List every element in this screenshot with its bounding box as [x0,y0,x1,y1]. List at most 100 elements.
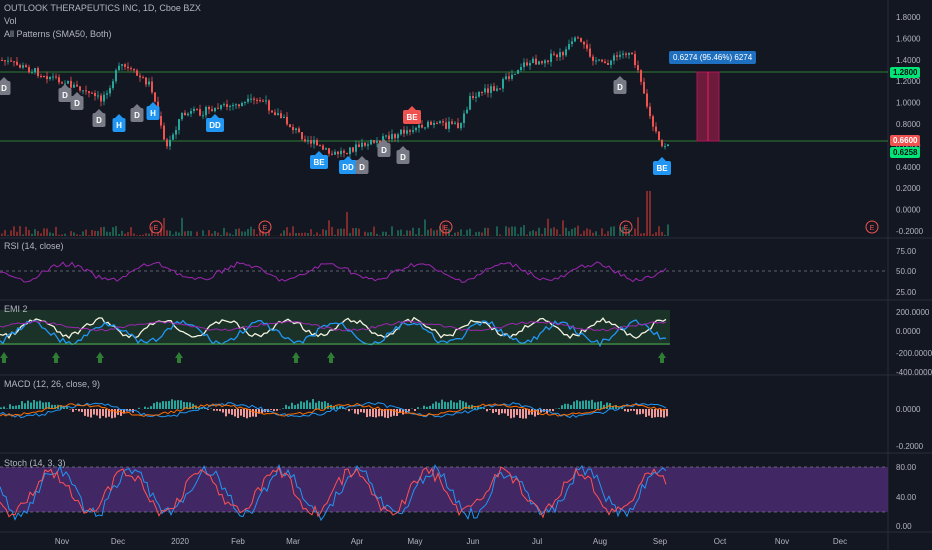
pattern-badge[interactable]: D [396,146,410,164]
macd-label[interactable]: MACD (12, 26, close, 9) [4,379,101,389]
volume-bar [52,233,54,236]
candle-body [466,109,468,114]
volume-bar [364,231,366,236]
volume-bar [301,232,303,236]
pattern-badge[interactable]: D [58,84,72,102]
time-axis[interactable]: Nov Dec 2020 Feb Mar Apr May Jun Jul Aug Sep Oct Nov… [55,537,847,546]
pattern-badge[interactable]: D [0,77,11,95]
stoch-panel[interactable] [0,463,888,522]
volume-bar [505,226,507,236]
volume-bar [163,217,165,236]
candle-body [178,119,180,131]
macd-hist-bar [222,409,224,413]
volume-bar [244,231,246,236]
candle-body [394,134,396,139]
ema-line-b [0,319,666,348]
candle-body [124,64,126,67]
volume-bar [487,227,489,236]
earnings-marker[interactable]: E [439,220,453,234]
macd-hist-bar [462,401,464,409]
candle-body [127,66,129,69]
pattern-badge[interactable]: H [146,102,160,120]
candle-body [154,92,156,102]
rsi-label[interactable]: RSI (14, close) [4,241,64,251]
volume-bar [268,229,270,236]
volume-bar [46,228,48,236]
earnings-marker-label: E [870,225,875,232]
macd-hist-bar [297,403,299,409]
time-axis-label: May [407,537,422,546]
pattern-badge[interactable]: BE [653,157,671,175]
volume-bar [574,227,576,236]
volume-bar [409,230,411,236]
volume-bar [229,233,231,236]
volume-bar [283,230,285,236]
candle-body [13,61,15,63]
macd-hist-bar [207,409,209,410]
earnings-marker[interactable]: E [865,220,879,234]
volume-bar [181,217,183,236]
earnings-marker[interactable]: E [619,220,633,234]
candle-body [343,150,345,153]
pattern-badge[interactable]: D [70,92,84,110]
volume-bar [433,230,435,236]
candle-body [283,116,285,119]
pattern-badge[interactable]: BE [310,151,328,169]
volume-bar [220,234,222,236]
volume-bar [250,226,252,236]
pattern-badge[interactable]: D [130,104,144,122]
macd-hist-bar [108,409,110,417]
measure-label[interactable]: 0.6274 (95.46%) 6274 [669,51,757,64]
earnings-marker[interactable]: E [149,220,163,234]
pattern-badge[interactable]: DD [206,114,224,132]
rsi-panel[interactable] [0,261,888,283]
price-axis[interactable]: 1.80001.60001.40001.20001.00000.80000.60… [896,13,924,236]
time-axis-label: Jul [532,537,542,546]
pattern-badge[interactable]: H [112,114,126,132]
earnings-marker-label: E [263,225,268,232]
macd-hist-bar [12,406,14,409]
macd-hist-bar [525,409,527,419]
candle-body [328,148,330,154]
macd-panel[interactable] [0,399,668,419]
ema-panel[interactable] [0,310,670,363]
macd-hist-bar [426,406,428,409]
pattern-badge[interactable]: D [613,76,627,94]
macd-hist-bar [507,409,509,416]
pattern-badge[interactable]: D [92,109,106,127]
macd-hist-bar [351,409,353,410]
pattern-badge[interactable]: D [377,139,391,157]
pattern-badge[interactable]: BE [403,106,421,124]
macd-hist-bar [213,409,215,411]
candle-body [91,92,93,94]
volume-bar [469,228,471,236]
macd-hist-bar [231,409,233,415]
volume-bar [313,234,315,236]
macd-hist-bar [348,409,350,412]
macd-hist-bar [216,409,218,411]
candle-body [223,104,225,106]
candle-body [604,61,606,63]
volume-bar [118,233,120,236]
symbol-title: OUTLOOK THERAPEUTICS INC, 1D, Cboe BZX [4,3,201,13]
macd-hist-bar [399,409,401,413]
pattern-badge[interactable]: DD [339,156,357,174]
macd-hist-bar [102,409,104,416]
candle-body [523,62,525,68]
macd-hist-bar [357,409,359,415]
stoch-label[interactable]: Stoch (14, 3, 3) [4,458,66,468]
pattern-badge[interactable]: D [355,156,369,174]
earnings-marker-label: E [154,225,159,232]
earnings-marker[interactable]: E [258,220,272,234]
macd-hist-bar [648,409,650,416]
macd-hist-bar [327,402,329,409]
patterns-label[interactable]: All Patterns (SMA50, Both) [4,29,112,39]
macd-hist-bar [147,407,149,409]
candle-body [379,140,381,145]
ema-label[interactable]: EMI 2 [4,304,28,314]
macd-hist-bar [459,400,461,409]
macd-hist-bar [33,400,35,409]
